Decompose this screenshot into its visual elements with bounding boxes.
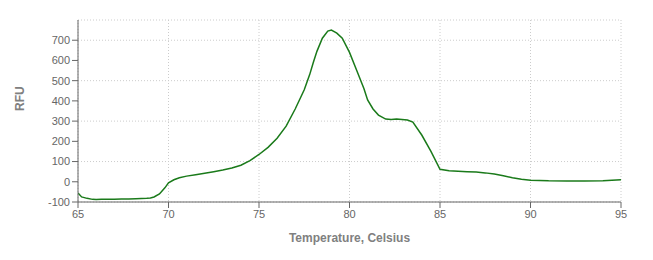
- svg-text:500: 500: [52, 75, 70, 87]
- svg-text:300: 300: [52, 115, 70, 127]
- svg-text:65: 65: [72, 208, 84, 220]
- svg-text:RFU: RFU: [13, 86, 27, 111]
- svg-text:100: 100: [52, 155, 70, 167]
- svg-text:200: 200: [52, 135, 70, 147]
- svg-text:400: 400: [52, 95, 70, 107]
- svg-text:80: 80: [343, 208, 355, 220]
- svg-text:0: 0: [64, 176, 70, 188]
- svg-text:75: 75: [253, 208, 265, 220]
- svg-text:85: 85: [434, 208, 446, 220]
- svg-text:70: 70: [162, 208, 174, 220]
- svg-text:Temperature, Celsius: Temperature, Celsius: [289, 231, 410, 245]
- svg-text:600: 600: [52, 54, 70, 66]
- svg-text:700: 700: [52, 34, 70, 46]
- svg-text:90: 90: [524, 208, 536, 220]
- svg-text:-100: -100: [48, 196, 70, 208]
- svg-text:95: 95: [615, 208, 627, 220]
